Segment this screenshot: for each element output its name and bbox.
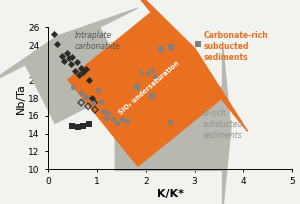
Point	[86, 122, 91, 125]
Point	[86, 78, 91, 81]
Point	[81, 124, 85, 127]
Point	[168, 120, 172, 124]
Point	[153, 73, 158, 77]
Point	[66, 57, 71, 60]
Point	[134, 85, 139, 88]
Point	[76, 125, 81, 128]
Point	[90, 96, 94, 100]
Point	[70, 55, 75, 58]
Point	[86, 104, 91, 108]
Point	[120, 117, 125, 120]
Point	[54, 42, 59, 46]
Point	[52, 33, 57, 36]
Point	[91, 102, 95, 105]
Point	[110, 118, 115, 121]
Point	[100, 110, 105, 113]
Point	[77, 73, 82, 77]
Point	[96, 89, 101, 92]
Point	[169, 45, 173, 48]
Text: Carbonate-rich
subducted
sediments: Carbonate-rich subducted sediments	[203, 31, 268, 62]
Point	[79, 101, 84, 104]
Point	[125, 120, 130, 123]
Point	[73, 69, 77, 72]
Text: Intraplate
carbonatiite: Intraplate carbonatiite	[75, 31, 121, 51]
Point	[103, 116, 108, 119]
Point	[75, 60, 80, 63]
X-axis label: K/K*: K/K*	[157, 189, 184, 199]
Point	[64, 51, 69, 55]
Point	[61, 59, 66, 63]
Point	[149, 95, 154, 98]
Point	[79, 91, 84, 94]
Point	[92, 100, 97, 103]
Point	[84, 96, 88, 99]
Text: SiO₂ undersaturation: SiO₂ undersaturation	[117, 60, 180, 115]
Point	[79, 67, 84, 70]
Point	[84, 67, 88, 71]
Text: Si-rich
subducted
sediments: Si-rich subducted sediments	[203, 109, 244, 140]
Point	[115, 121, 120, 125]
Point	[70, 124, 75, 127]
Point	[149, 67, 154, 71]
Point	[98, 100, 103, 103]
Point	[196, 42, 201, 46]
Point	[71, 85, 76, 88]
Point	[138, 69, 143, 72]
Point	[59, 54, 64, 57]
Point	[92, 108, 97, 111]
Point	[81, 71, 85, 74]
Point	[146, 70, 151, 73]
Point	[159, 48, 164, 51]
Y-axis label: Nb/Ta: Nb/Ta	[15, 83, 26, 114]
Point	[105, 112, 110, 115]
Point	[69, 62, 74, 65]
